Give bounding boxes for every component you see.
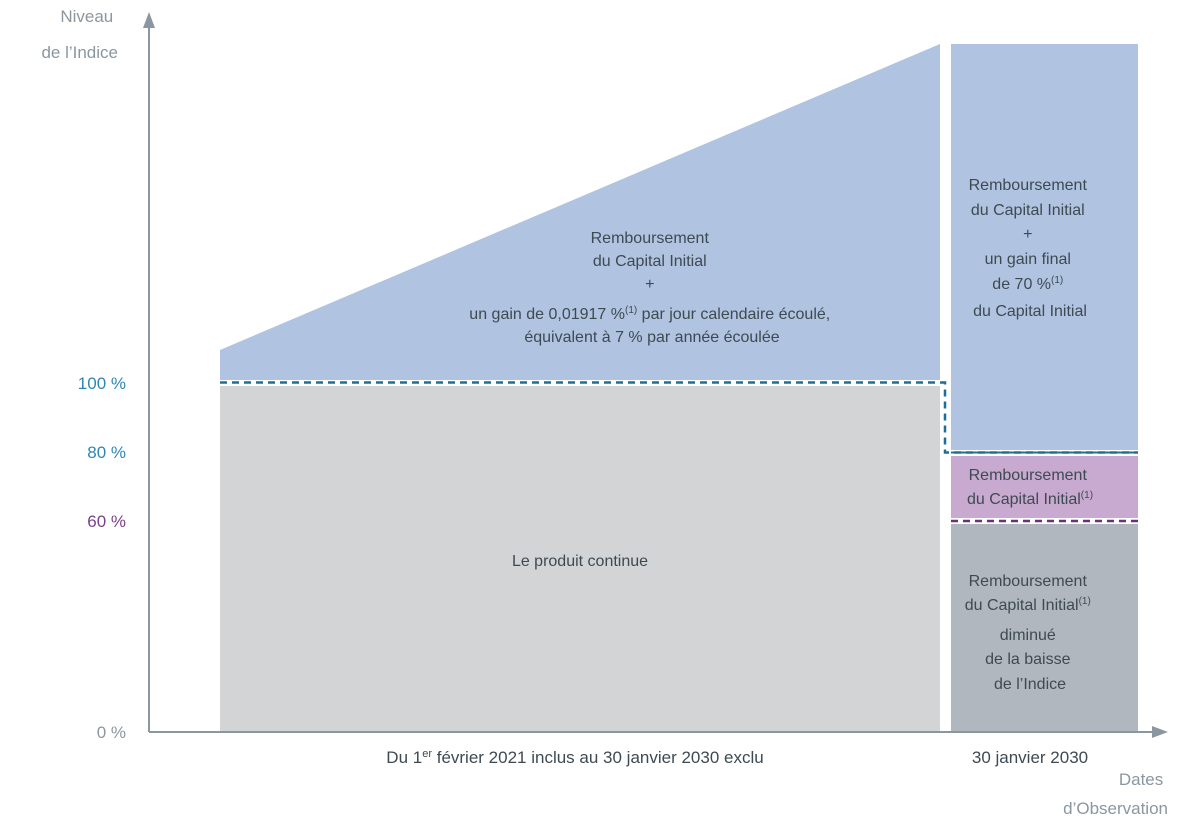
- right-capital-zone: [951, 456, 1138, 518]
- y-axis-arrow: [143, 12, 155, 28]
- left-gain-zone-text: Remboursement du Capital Initial + un ga…: [469, 230, 834, 346]
- x-axis-arrow: [1152, 726, 1168, 738]
- right-loss-zone-text: Remboursement du Capital Initial(1) dimi…: [965, 573, 1096, 693]
- period-label-left: Du 1er février 2021 inclus au 30 janvier…: [386, 748, 763, 767]
- y-axis-label: Niveau de l’Indice: [41, 7, 118, 62]
- left-continue-zone-text: Le produit continue: [512, 553, 648, 570]
- right-gain-zone: [951, 44, 1138, 450]
- period-label-right: 30 janvier 2030: [972, 748, 1088, 767]
- x-axis-label: Dates d’Observation: [1063, 770, 1168, 818]
- level-label-80: 80 %: [87, 443, 126, 462]
- left-continue-zone: [220, 386, 940, 731]
- right-loss-zone: [951, 524, 1138, 731]
- level-label-0: 0 %: [97, 723, 126, 742]
- left-gain-zone: [220, 44, 940, 380]
- right-gain-zone-text: Remboursement du Capital Initial + un ga…: [969, 177, 1092, 320]
- level-label-60: 60 %: [87, 512, 126, 531]
- right-capital-zone-text: Remboursement du Capital Initial(1): [967, 467, 1093, 508]
- level-label-100: 100 %: [78, 374, 126, 393]
